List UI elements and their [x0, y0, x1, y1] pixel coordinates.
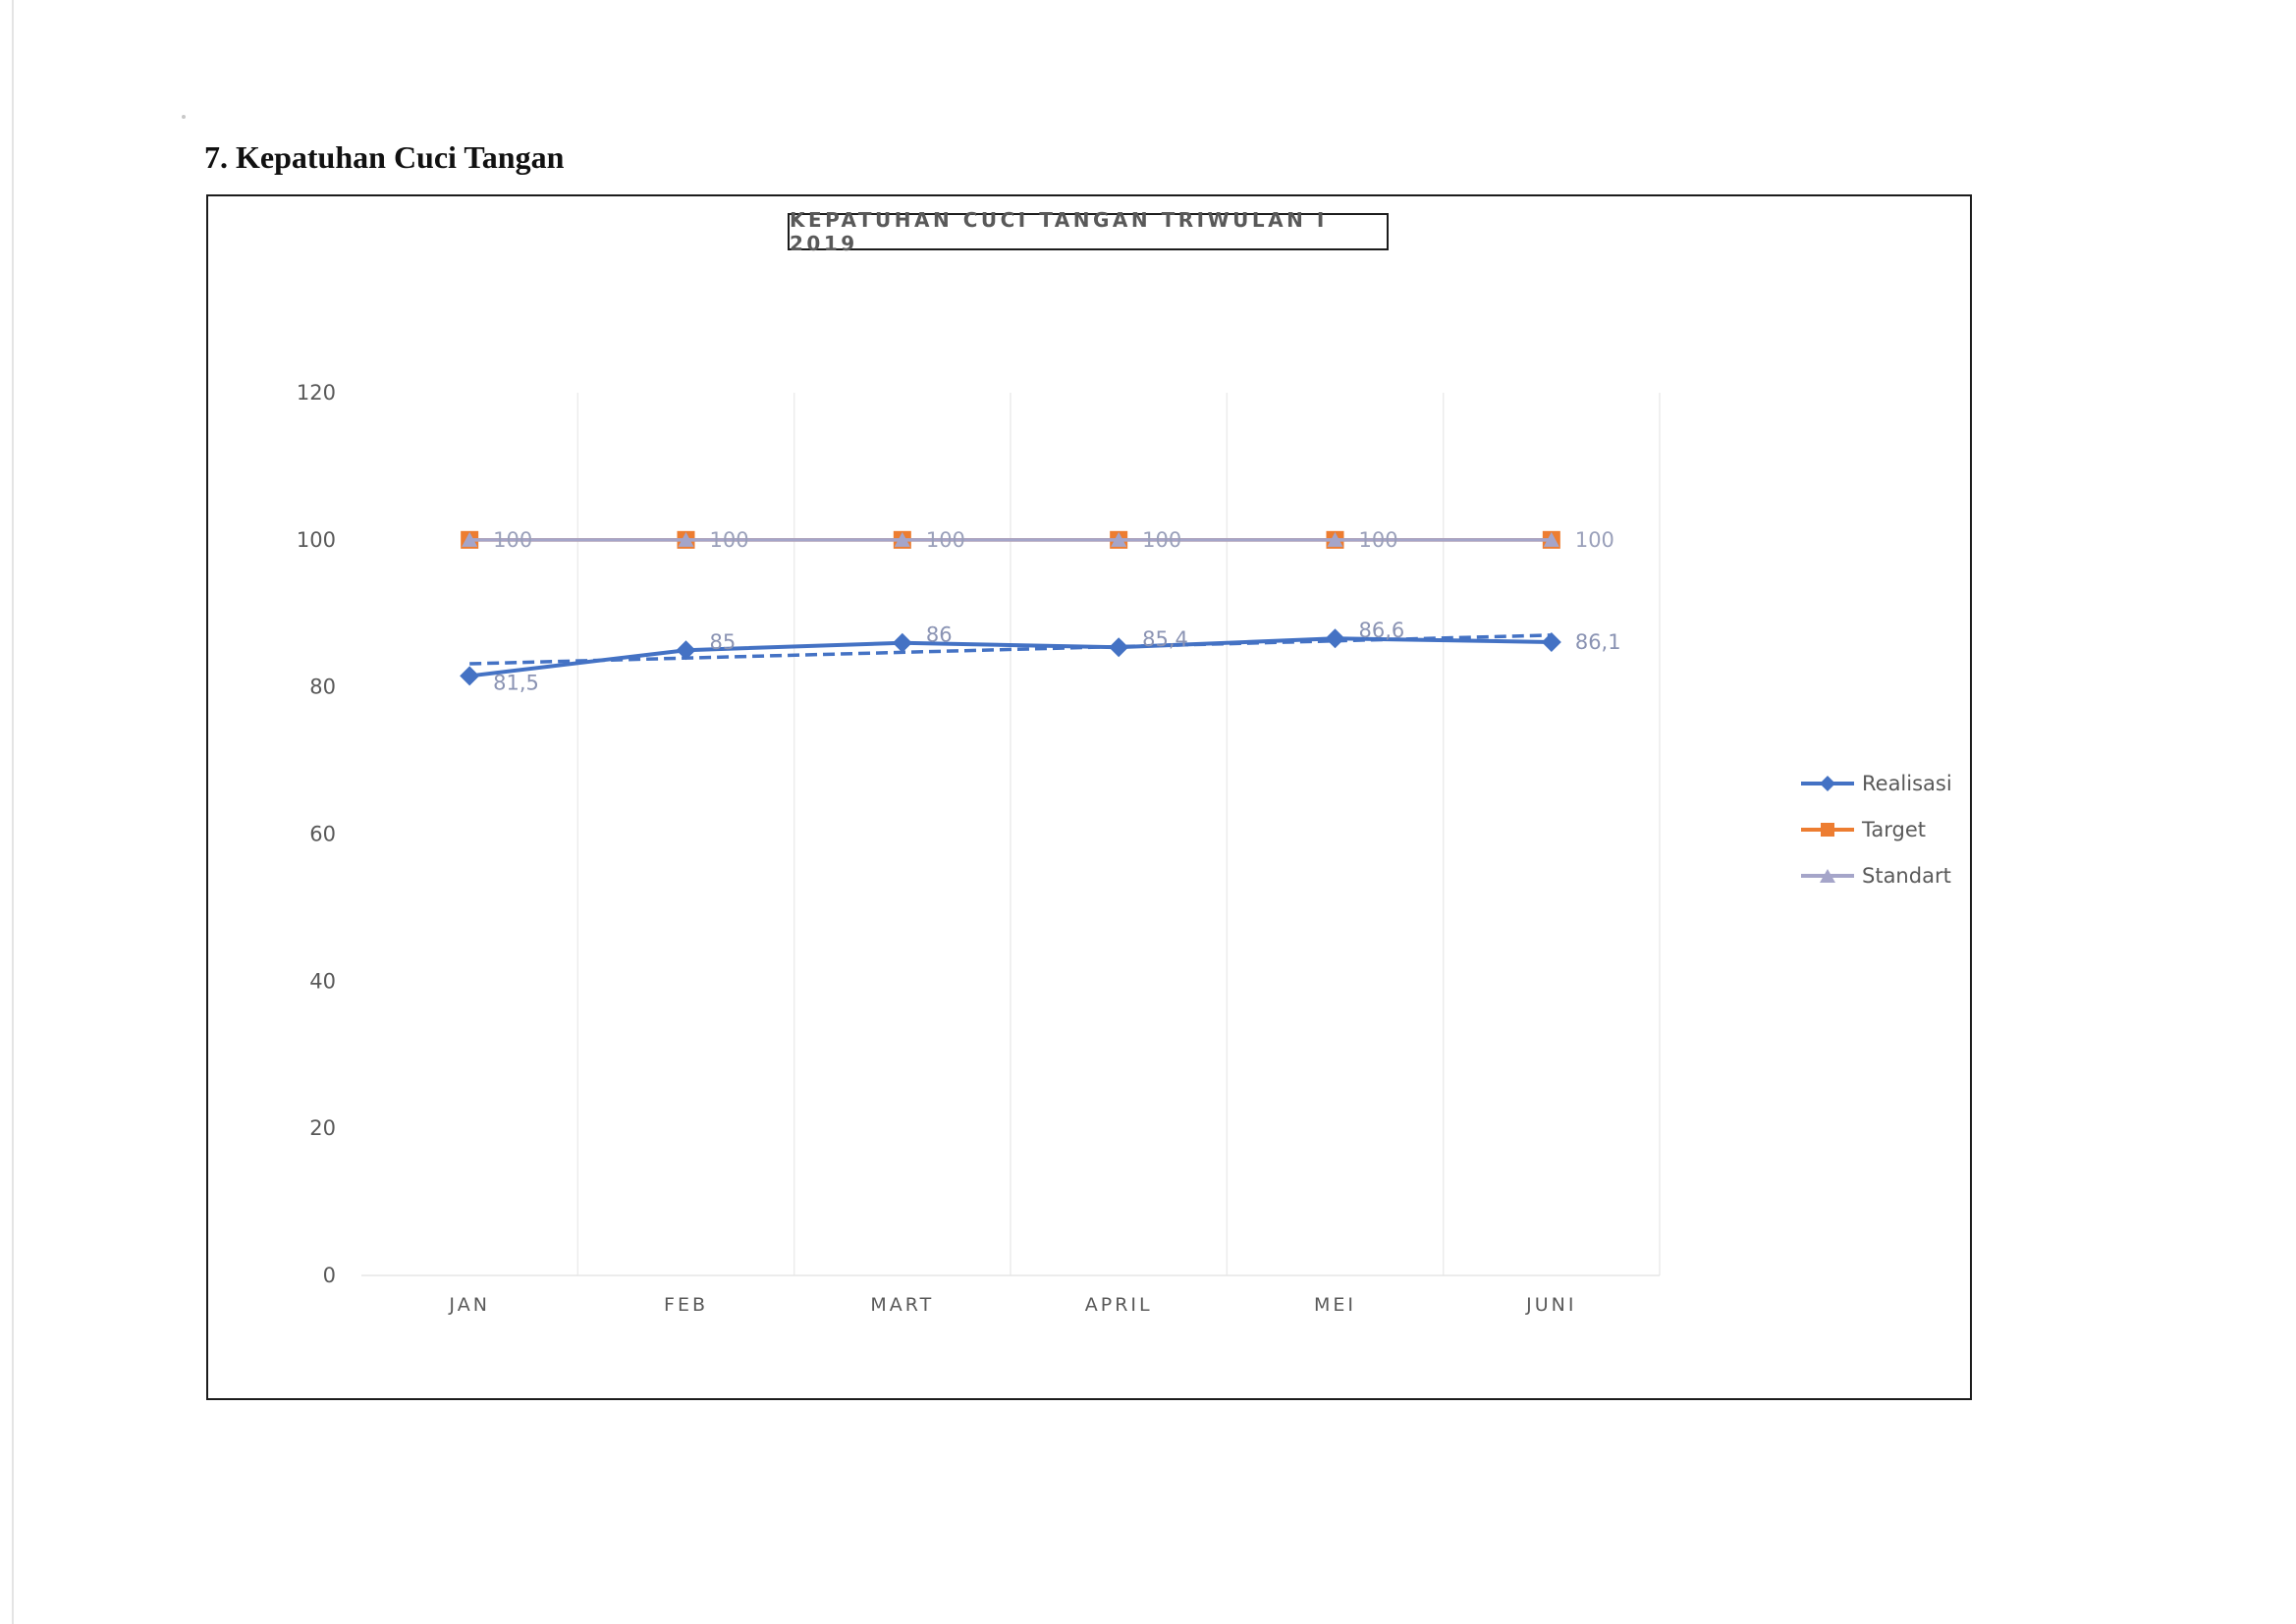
data-point-standart	[462, 531, 478, 547]
data-point-standart	[1327, 531, 1343, 547]
data-label-realisasi: 86,6	[1359, 619, 1405, 642]
data-point-realisasi	[676, 640, 696, 661]
x-tick-label: MEI	[1314, 1294, 1356, 1316]
section-heading: 7. Kepatuhan Cuci Tangan	[204, 139, 565, 175]
data-label-standart: 100	[926, 528, 965, 552]
legend-label-standart: Standart	[1862, 863, 1951, 888]
data-point-realisasi	[1325, 628, 1345, 649]
chart-frame	[206, 194, 1972, 1400]
data-point-realisasi	[1109, 637, 1129, 658]
data-label-standart: 100	[1359, 528, 1398, 552]
y-tick-label: 20	[309, 1116, 336, 1140]
y-tick-label: 60	[309, 823, 336, 846]
y-tick-label: 100	[297, 528, 336, 552]
y-tick-label: 0	[323, 1264, 336, 1287]
legend-swatch-standart	[1801, 868, 1854, 883]
legend-swatch-target	[1801, 822, 1854, 837]
page-edge-shadow	[12, 0, 14, 1624]
data-point-standart	[678, 531, 694, 547]
x-tick-label: JUNI	[1525, 1294, 1576, 1316]
x-tick-label: JAN	[448, 1294, 489, 1316]
scan-speck	[182, 115, 186, 119]
legend-item-standart: Standart	[1799, 852, 1952, 898]
data-point-standart	[894, 531, 910, 547]
legend-item-realisasi: Realisasi	[1799, 760, 1952, 806]
data-point-standart	[1111, 531, 1127, 547]
series-line-realisasi	[468, 636, 1552, 678]
data-point-realisasi	[460, 666, 480, 686]
data-point-realisasi	[892, 632, 912, 653]
data-point-standart	[1543, 531, 1559, 547]
y-tick-label: 40	[309, 969, 336, 993]
legend-label-target: Target	[1862, 817, 1926, 841]
data-label-realisasi: 86	[926, 623, 953, 647]
data-point-realisasi	[1541, 631, 1561, 652]
data-label-realisasi: 86,1	[1575, 630, 1621, 654]
data-label-standart: 100	[493, 528, 532, 552]
data-label-realisasi: 85	[710, 630, 737, 654]
chart-title: KEPATUHAN CUCI TANGAN TRIWULAN I 2019	[788, 208, 1389, 255]
data-label-realisasi: 81,5	[493, 671, 539, 694]
legend-item-target: Target	[1799, 806, 1952, 852]
data-label-realisasi: 85,4	[1142, 627, 1188, 651]
data-label-standart: 100	[1575, 528, 1614, 552]
y-tick-label: 120	[297, 381, 336, 405]
y-tick-label: 80	[309, 676, 336, 699]
legend-swatch-realisasi	[1801, 775, 1854, 791]
chart-legend: Realisasi Target Standart	[1799, 760, 1952, 898]
data-label-standart: 100	[1142, 528, 1181, 552]
x-tick-label: MART	[870, 1294, 934, 1316]
x-tick-label: FEB	[664, 1294, 708, 1316]
x-tick-label: APRIL	[1085, 1294, 1153, 1316]
data-label-standart: 100	[710, 528, 749, 552]
legend-label-realisasi: Realisasi	[1862, 771, 1952, 795]
